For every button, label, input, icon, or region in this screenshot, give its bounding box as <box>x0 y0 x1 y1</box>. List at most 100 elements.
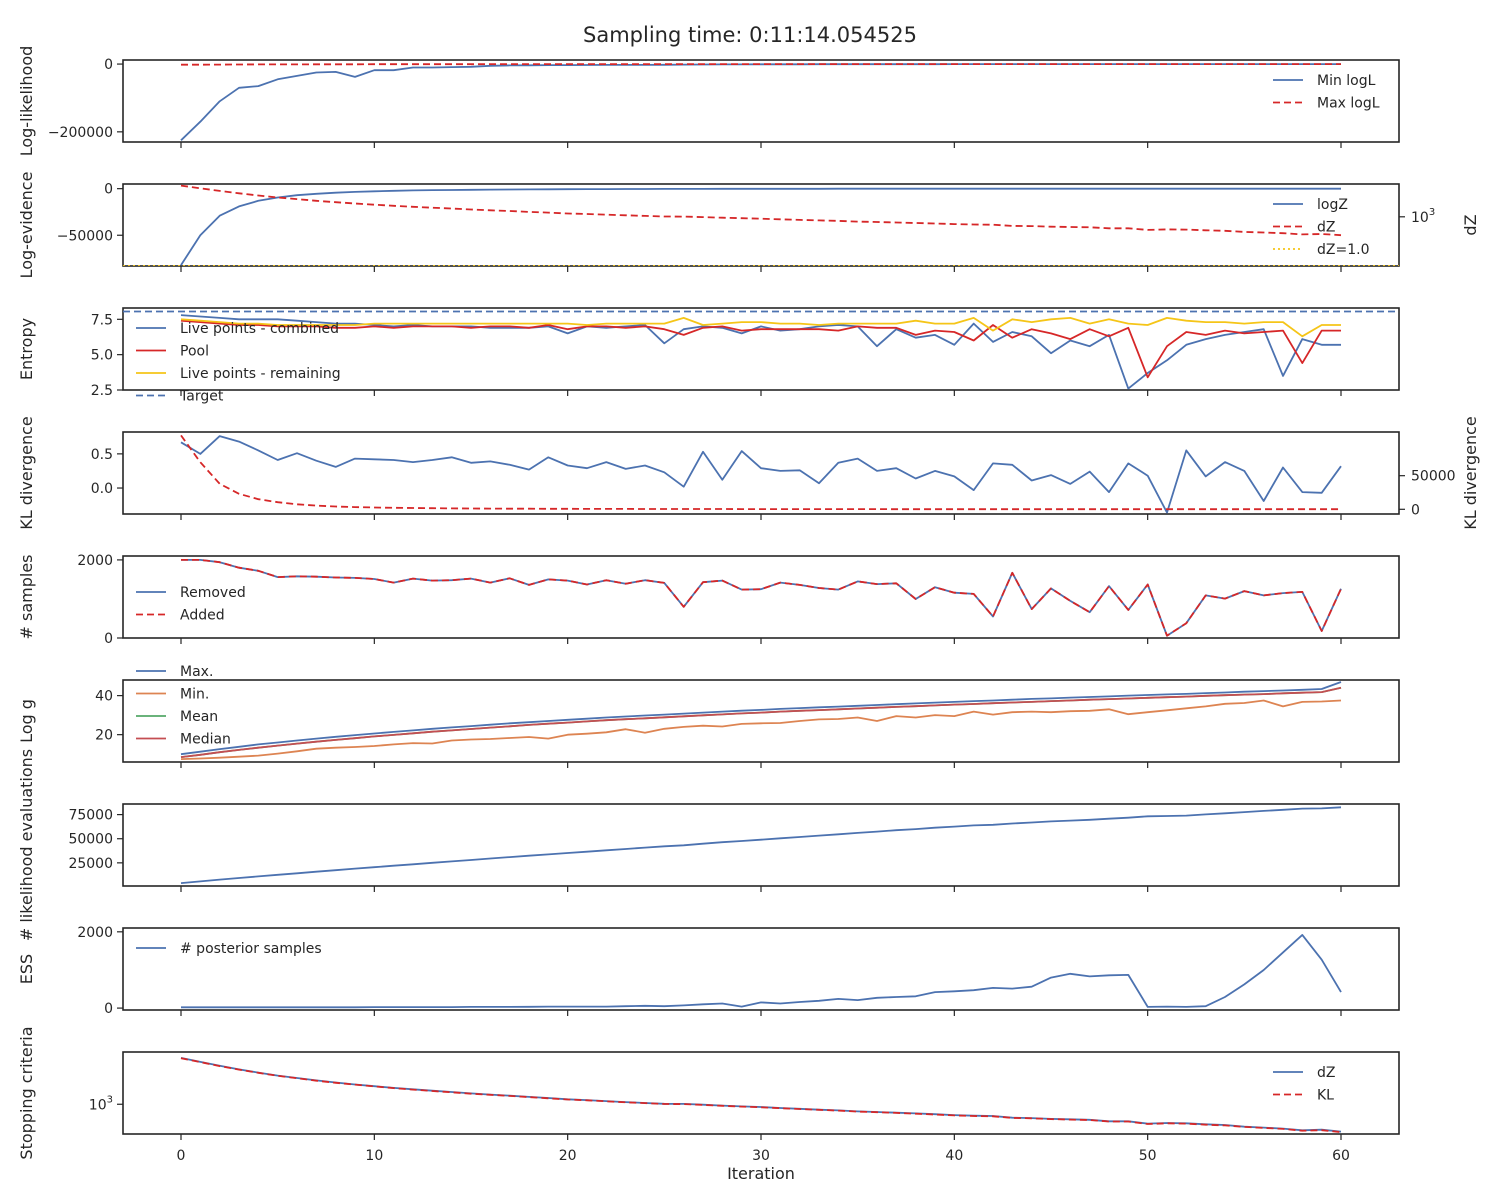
legend-label: Added <box>180 608 225 624</box>
x-tick-label: 40 <box>945 1148 963 1164</box>
x-tick-label: 20 <box>559 1148 577 1164</box>
y-tick-label: 5.0 <box>91 348 113 364</box>
axes-frame <box>122 555 1400 639</box>
series-group <box>123 184 1399 266</box>
y-tick-label: 2000 <box>77 925 113 941</box>
y-tick-label: 20 <box>95 728 113 744</box>
subplot-2: 0 −50000 Log-evidence 103 dZ logZ dZ dZ=1.0 <box>17 172 1480 279</box>
legend-label: Pool <box>180 344 209 360</box>
legend-label: dZ=1.0 <box>1317 242 1369 258</box>
series-live-points-remaining-line <box>180 316 1341 338</box>
x-tick-label: 60 <box>1332 1148 1350 1164</box>
x-axis-label: Iteration <box>727 1164 795 1183</box>
series-pool-line <box>180 319 1341 379</box>
legend-label: Target <box>179 389 224 405</box>
y2-axis-label: dZ <box>1461 214 1480 235</box>
y-tick-label: 40 <box>95 689 113 705</box>
axes-frame <box>122 803 1400 887</box>
y2-tick-label-base: 10 <box>1411 210 1429 226</box>
y-tick-label: 50000 <box>68 832 113 848</box>
x-tick-label: 50 <box>1139 1148 1157 1164</box>
series-added-line <box>181 559 1342 637</box>
subplot-1: 0 −200000 Log-likelihood Min logL Max logL <box>17 46 1400 157</box>
legend-label: dZ <box>1317 220 1335 236</box>
y-tick-label: −200000 <box>48 125 113 141</box>
legend: Max. Min. Mean Median <box>136 664 231 748</box>
y-tick-label: 75000 <box>68 808 113 824</box>
y-axis-label: Log-evidence <box>17 172 36 279</box>
subplot-stack: 0 −200000 Log-likelihood Min logL Max logL 0 −… <box>17 46 1480 1164</box>
y-axis-label: KL divergence <box>17 416 36 529</box>
y-tick-label: 2000 <box>77 553 113 569</box>
series-dz-line <box>180 1057 1342 1133</box>
y2-tick-label: 50000 <box>1411 469 1456 485</box>
legend-label: Removed <box>180 585 246 601</box>
series-group <box>123 310 1399 390</box>
y-tick-label: 0.0 <box>91 481 113 497</box>
legend-label: Live points - remaining <box>180 366 341 382</box>
y-axis-label: Entropy <box>17 318 36 380</box>
legend-label: dZ <box>1317 1065 1335 1081</box>
series-live-points-combined-line <box>180 314 1341 390</box>
series-group <box>181 559 1342 637</box>
legend-label: Live points - combined <box>180 321 339 337</box>
subplot-7: 75000 50000 25000 # likelihood evaluations <box>17 749 1400 941</box>
series-kl-secondary-line <box>180 434 1341 511</box>
series-max-line <box>180 681 1342 756</box>
y-tick-label: 25000 <box>68 856 113 872</box>
y2-tick-label: 0 <box>1411 502 1420 518</box>
y-tick-label: −50000 <box>57 228 113 244</box>
series-max-logl-line <box>181 63 1341 66</box>
y2-tick-label: 103 <box>1411 207 1435 226</box>
y-axis-label: # samples <box>17 555 36 640</box>
axes-frame <box>122 1051 1400 1135</box>
series-group <box>180 681 1342 760</box>
y-tick-label: 0 <box>104 182 113 198</box>
legend-label: Max logL <box>1317 96 1380 112</box>
y-tick-label: 0 <box>104 1001 113 1017</box>
y-tick-label: 0 <box>104 57 113 73</box>
axes-frame <box>122 431 1400 515</box>
series-posterior-samples-line <box>181 934 1342 1009</box>
series-group <box>180 1057 1342 1133</box>
legend: Removed Added <box>136 585 246 624</box>
y-axis-label: # likelihood evaluations <box>17 749 36 941</box>
y-axis-label: Log-likelihood <box>17 46 36 157</box>
series-median-line <box>180 686 1342 758</box>
series-group <box>181 934 1342 1009</box>
y-tick-label: 7.5 <box>91 312 113 328</box>
y2-axis-label: KL divergence <box>1461 416 1480 529</box>
legend-label: Median <box>180 732 231 748</box>
y-tick-label-base: 10 <box>89 1097 107 1113</box>
x-tick-labels: 0 10 20 30 40 50 60 <box>177 1148 1350 1164</box>
subplot-5: 2000 0 # samples Removed Added <box>17 553 1400 647</box>
series-removed-line <box>181 559 1342 637</box>
figure-title: Sampling time: 0:11:14.054525 <box>583 23 917 47</box>
x-tick-label: 10 <box>365 1148 383 1164</box>
series-dz-line <box>180 184 1342 237</box>
legend: Min logL Max logL <box>1273 73 1380 112</box>
y2-tick-label-exponent: 3 <box>1429 207 1435 218</box>
y-axis-label: Log g <box>17 699 36 743</box>
series-kl-line <box>180 435 1342 514</box>
subplot-3: 7.5 5.0 2.5 Entropy Live points - combined Po… <box>17 307 1400 405</box>
x-tick-label: 0 <box>177 1148 186 1164</box>
series-group <box>180 806 1342 884</box>
legend: dZ KL <box>1273 1065 1335 1104</box>
y-tick-label: 0.5 <box>91 447 113 463</box>
legend: logZ dZ dZ=1.0 <box>1273 197 1369 258</box>
series-min-logl-line <box>180 63 1341 141</box>
y-tick-label: 0 <box>104 631 113 647</box>
y-tick-label: 2.5 <box>91 383 113 399</box>
subplot-4: 0.5 0.0 KL divergence 50000 0 KL divergence <box>17 416 1480 529</box>
legend-label: Mean <box>180 709 218 725</box>
legend-label: Max. <box>180 664 213 680</box>
y-axis-label: ESS <box>17 954 36 984</box>
axes-frame <box>122 183 1400 267</box>
series-logz-line <box>180 187 1341 266</box>
series-kl-line <box>180 1057 1342 1133</box>
legend: Live points - combined Pool Live points - … <box>136 321 341 405</box>
legend-label: Min logL <box>1317 73 1376 89</box>
subplot-9: 103 Stopping criteria dZ KL <box>17 1026 1400 1160</box>
